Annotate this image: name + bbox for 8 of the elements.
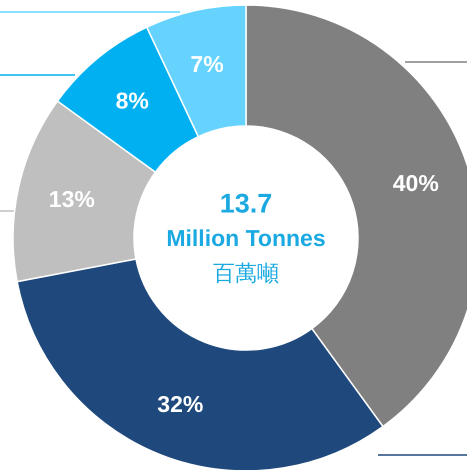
data-label: 8% xyxy=(116,88,149,114)
text: 13.7 xyxy=(220,188,272,218)
data-label: 32% xyxy=(157,391,204,418)
text: Million Tonnes xyxy=(166,225,326,252)
data-label: 40% xyxy=(392,170,439,196)
text: 百萬噸 xyxy=(213,260,279,286)
data-label: 13% xyxy=(48,186,95,212)
data-label: 7% xyxy=(190,50,224,77)
